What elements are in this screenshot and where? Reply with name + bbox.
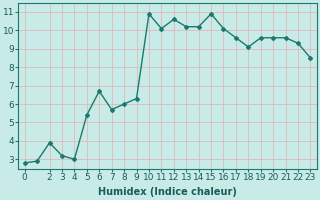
X-axis label: Humidex (Indice chaleur): Humidex (Indice chaleur) xyxy=(98,187,237,197)
